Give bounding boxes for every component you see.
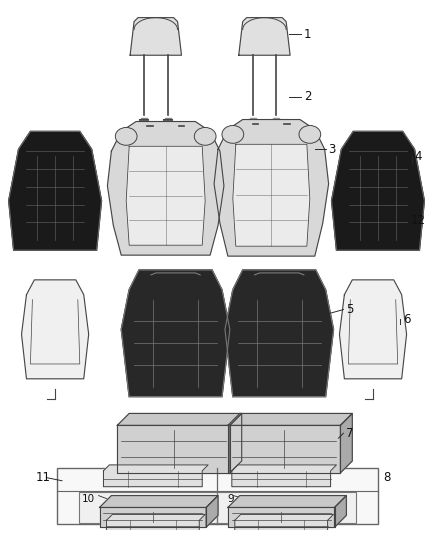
Polygon shape [250,118,255,127]
Bar [79,491,356,523]
Ellipse shape [222,125,244,143]
Polygon shape [335,496,346,527]
Ellipse shape [299,125,321,143]
Polygon shape [99,507,206,527]
Polygon shape [106,514,205,532]
Text: 10: 10 [82,494,95,504]
Text: 7: 7 [346,427,354,440]
Ellipse shape [194,127,216,146]
Text: 8: 8 [383,471,390,484]
Text: 9: 9 [227,494,233,504]
Polygon shape [228,414,352,425]
Polygon shape [117,414,242,425]
Polygon shape [230,414,242,473]
Polygon shape [239,18,290,55]
Polygon shape [141,118,147,127]
Polygon shape [228,496,346,507]
Polygon shape [165,118,171,127]
Text: 2: 2 [304,90,311,103]
Text: 11: 11 [35,471,50,484]
Polygon shape [117,425,230,473]
Polygon shape [126,146,205,245]
Polygon shape [235,514,333,532]
Polygon shape [233,144,310,246]
Polygon shape [130,18,181,55]
Polygon shape [214,119,328,256]
Polygon shape [225,270,333,397]
Polygon shape [228,425,340,473]
Polygon shape [232,465,336,487]
Polygon shape [339,280,406,379]
Polygon shape [228,507,335,527]
Polygon shape [107,122,224,255]
Bar [57,468,378,524]
Polygon shape [121,270,230,397]
Polygon shape [9,132,102,250]
Polygon shape [340,414,352,473]
Text: 6: 6 [403,313,410,326]
Polygon shape [99,496,218,507]
Text: 4: 4 [414,150,422,163]
Polygon shape [103,465,208,487]
Text: 5: 5 [346,303,354,316]
Polygon shape [332,132,424,250]
Ellipse shape [115,127,137,146]
Text: 3: 3 [328,143,336,156]
Polygon shape [21,280,88,379]
Polygon shape [206,496,218,527]
Text: 12: 12 [410,214,426,227]
Polygon shape [273,118,279,127]
Text: 1: 1 [304,28,311,41]
